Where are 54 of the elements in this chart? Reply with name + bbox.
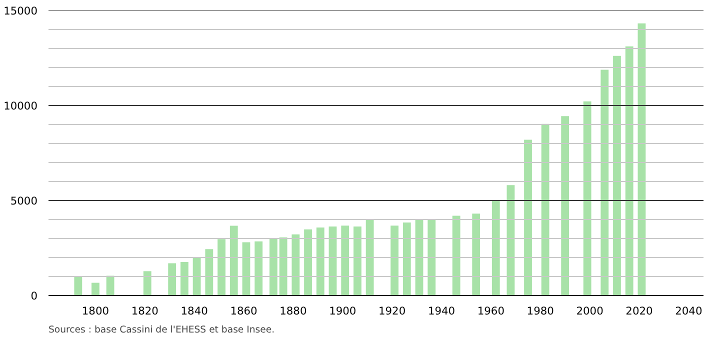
bar [74,276,82,296]
x-tick-label: 1920 [378,304,406,318]
x-tick-label: 2040 [675,304,702,318]
bar [472,214,480,296]
x-tick-label: 1980 [526,304,554,318]
bar [638,23,646,296]
bar [92,282,100,296]
y-tick-label: 5000 [10,194,38,208]
bar [304,229,312,296]
bar [192,257,201,296]
x-tick-label: 2000 [576,304,604,318]
bar [613,56,621,296]
bar [292,234,300,296]
bar [452,216,460,296]
bar [218,239,226,296]
bar [254,241,263,296]
bar [402,222,411,296]
x-tick-label: 1820 [131,304,159,318]
x-tick-label: 1960 [477,304,505,318]
x-tick-label: 2020 [626,304,654,318]
bar [168,263,176,296]
bar [316,227,324,296]
bar [341,226,350,296]
x-tick-label: 1940 [428,304,456,318]
bar [625,46,634,296]
x-tick-label: 1860 [230,304,258,318]
bar [279,237,288,296]
bar [415,220,424,296]
bar [541,124,550,296]
y-tick-label: 0 [30,290,38,302]
bar [354,226,362,296]
bar [600,70,609,296]
bar [492,200,500,296]
bar [583,101,592,296]
bar [561,116,570,296]
bar [230,226,238,296]
bar [143,271,152,296]
bar [390,226,398,296]
bar [205,249,214,296]
bar [328,226,337,296]
bar [269,238,278,296]
y-tick-label: 10000 [4,100,38,112]
x-tick-label: 1880 [280,304,307,318]
source-note: Sources : base Cassini de l'EHESS et base Insee. [48,324,275,336]
bar [428,220,436,296]
bar [524,140,532,296]
bar [506,185,515,296]
bar [180,262,188,296]
bar [242,242,250,296]
y-tick-label: 15000 [4,4,38,18]
x-tick-label: 1800 [82,304,110,318]
x-tick-label: 1900 [329,304,356,318]
x-tick-label: 1840 [180,304,208,318]
bar [366,220,374,296]
